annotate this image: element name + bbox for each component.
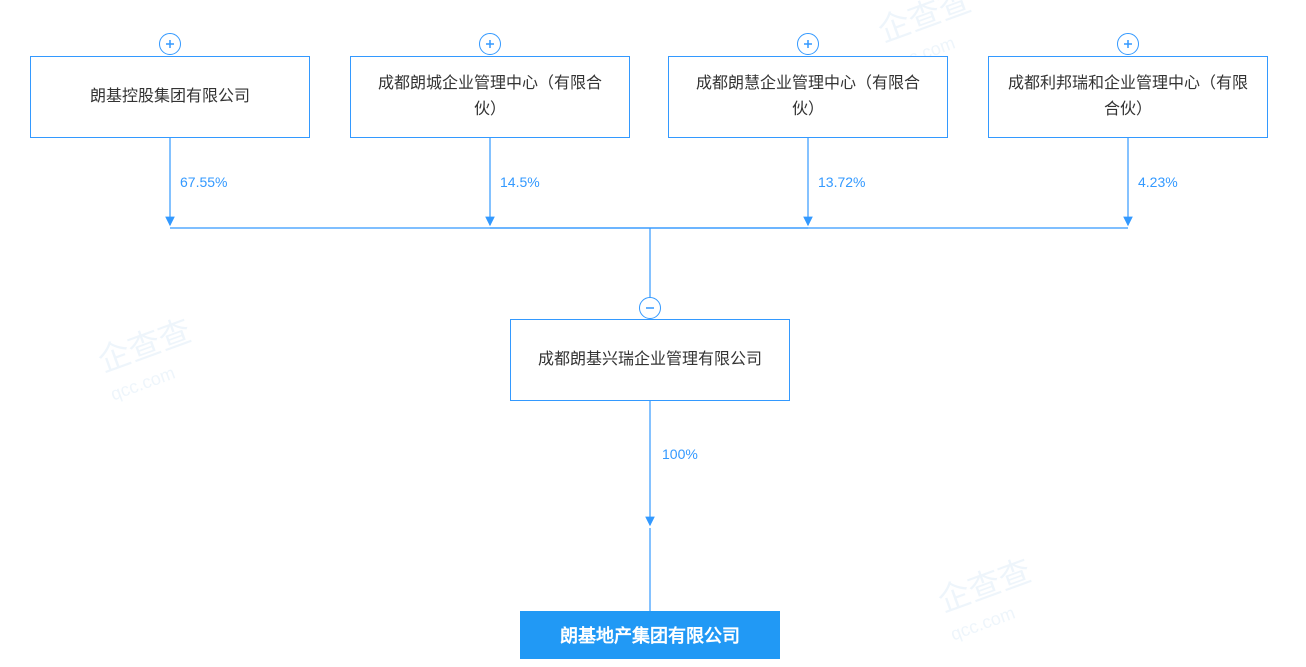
edge-label: 4.23% [1138, 174, 1178, 190]
edge-label: 100% [662, 446, 698, 462]
expand-icon[interactable] [479, 33, 501, 55]
watermark-main: 企查查 [931, 546, 1037, 622]
watermark-main: 企查查 [871, 0, 977, 52]
node-label: 朗基控股集团有限公司 [90, 84, 250, 110]
target-company-node[interactable]: 朗基地产集团有限公司 [520, 611, 780, 659]
shareholder-node-1[interactable]: 朗基控股集团有限公司 [30, 56, 310, 138]
shareholder-node-3[interactable]: 成都朗慧企业管理中心（有限合伙） [668, 56, 948, 138]
watermark: 企查查 qcc.com [931, 546, 1046, 646]
edge-label: 67.55% [180, 174, 227, 190]
edge-label: 13.72% [818, 174, 865, 190]
watermark-sub: qcc.com [948, 593, 1045, 646]
expand-icon[interactable] [159, 33, 181, 55]
shareholder-node-4[interactable]: 成都利邦瑞和企业管理中心（有限合伙） [988, 56, 1268, 138]
node-label: 成都朗基兴瑞企业管理有限公司 [538, 347, 762, 373]
node-label: 朗基地产集团有限公司 [560, 622, 740, 648]
collapse-icon[interactable] [639, 297, 661, 319]
watermark: 企查查 qcc.com [91, 306, 206, 406]
shareholder-node-2[interactable]: 成都朗城企业管理中心（有限合伙） [350, 56, 630, 138]
watermark-main: 企查查 [91, 306, 197, 382]
node-label: 成都朗慧企业管理中心（有限合伙） [687, 71, 929, 122]
watermark-sub: qcc.com [108, 353, 205, 406]
intermediate-node[interactable]: 成都朗基兴瑞企业管理有限公司 [510, 319, 790, 401]
node-label: 成都朗城企业管理中心（有限合伙） [369, 71, 611, 122]
node-label: 成都利邦瑞和企业管理中心（有限合伙） [1007, 71, 1249, 122]
expand-icon[interactable] [1117, 33, 1139, 55]
expand-icon[interactable] [797, 33, 819, 55]
edge-label: 14.5% [500, 174, 540, 190]
